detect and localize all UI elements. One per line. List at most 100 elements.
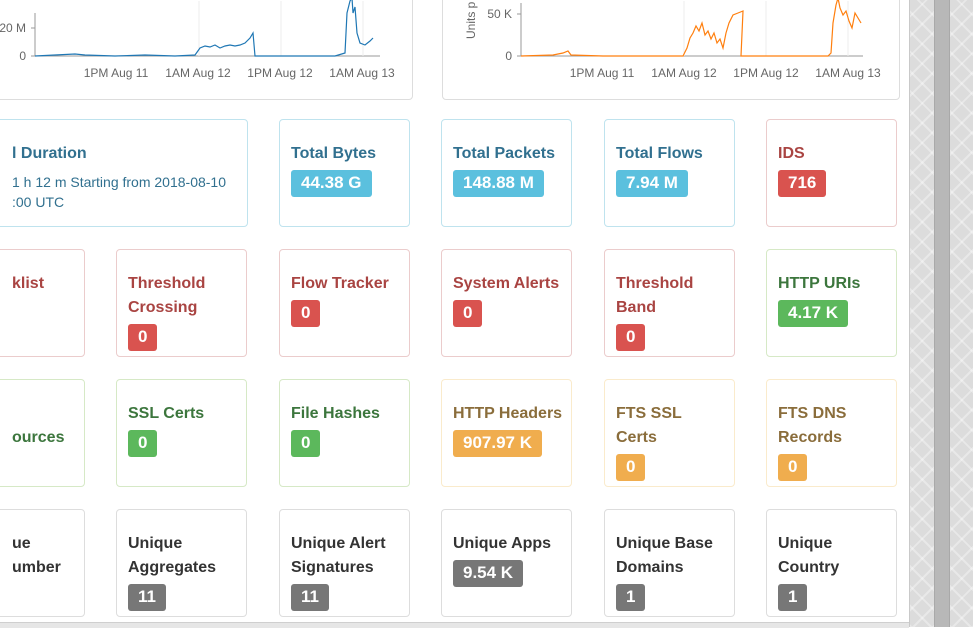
flow-tracker-card[interactable]: Flow Tracker 0	[279, 249, 410, 357]
bytes-series-line	[34, 0, 374, 57]
value-badge: 0	[291, 300, 321, 327]
units-series-line	[520, 0, 862, 57]
value-badge: 1	[778, 584, 808, 611]
units-chart-panel: Units p 50 K 0 1PM Aug 11 1AM Aug 12 1PM…	[442, 0, 900, 100]
threshold-band-card[interactable]: Threshold Band 0	[604, 249, 735, 357]
card-title: Domains	[616, 559, 684, 576]
unique-base-domains-card[interactable]: Unique Base Domains 1	[604, 509, 735, 617]
card-title: Flow Tracker	[291, 275, 389, 292]
y-tick: 0	[19, 49, 26, 63]
vertical-scrollbar[interactable]	[934, 0, 950, 627]
threshold-crossing-card[interactable]: Threshold Crossing 0	[116, 249, 247, 357]
value-badge: 907.97 K	[453, 430, 542, 457]
horizontal-scrollbar[interactable]	[0, 622, 909, 628]
card-title: HTTP URIs	[778, 275, 861, 292]
value-badge: 148.88 M	[453, 170, 544, 197]
unique-country-card[interactable]: Unique Country 1	[766, 509, 897, 617]
card-title: Total Bytes	[291, 145, 377, 162]
value-badge: 0	[778, 454, 808, 481]
ids-card[interactable]: IDS 716	[766, 119, 897, 227]
card-title: Crossing	[128, 299, 198, 316]
card-title: Total Flows	[616, 145, 703, 162]
value-badge: 0	[453, 300, 483, 327]
card-title: klist	[12, 275, 45, 292]
card-title: HTTP Headers	[453, 405, 563, 422]
value-badge: 11	[291, 584, 329, 611]
card-title: System Alerts	[453, 275, 560, 292]
unique-number-card[interactable]: ue umber	[0, 509, 85, 617]
value-badge: 0	[291, 430, 321, 457]
card-title: ources	[12, 429, 65, 446]
sources-card[interactable]: ources	[0, 379, 85, 487]
value-badge: 0	[616, 324, 646, 351]
card-title: Unique	[778, 535, 833, 552]
value-badge: 44.38 G	[291, 170, 372, 197]
blacklist-card[interactable]: klist	[0, 249, 85, 357]
total-bytes-card[interactable]: Total Bytes 44.38 G	[279, 119, 410, 227]
y-tick: 20 M	[0, 21, 26, 35]
total-duration-card[interactable]: l Duration 1 h 12 m Starting from 2018-0…	[0, 119, 248, 227]
card-title: IDS	[778, 145, 805, 162]
x-tick: 1PM Aug 12	[247, 66, 313, 80]
x-tick: 1PM Aug 11	[570, 66, 635, 80]
unique-apps-card[interactable]: Unique Apps 9.54 K	[441, 509, 572, 617]
window-background	[909, 0, 973, 627]
bytes-chart: 20 M 0 1PM Aug 11 1AM Aug 12 1PM Aug 12 …	[0, 0, 395, 80]
y-axis-label: Units p	[464, 1, 478, 39]
value-badge: 1	[616, 584, 646, 611]
unique-alert-signatures-card[interactable]: Unique Alert Signatures 11	[279, 509, 410, 617]
description-line: :00 UTC	[12, 194, 65, 210]
card-title: Band	[616, 299, 656, 316]
card-title: Certs	[616, 429, 657, 446]
http-headers-card[interactable]: HTTP Headers 907.97 K	[441, 379, 572, 487]
x-tick: 1AM Aug 12	[165, 66, 231, 80]
card-title: Aggregates	[128, 559, 217, 576]
value-badge: 716	[778, 170, 827, 197]
y-tick: 0	[505, 49, 512, 63]
card-title: SSL Certs	[128, 405, 205, 422]
total-packets-card[interactable]: Total Packets 148.88 M	[441, 119, 572, 227]
card-title: Country	[778, 559, 840, 576]
value-badge: 11	[128, 584, 166, 611]
description-line: 1 h 12 m Starting from 2018-08-10	[12, 174, 227, 190]
x-tick: 1PM Aug 12	[733, 66, 799, 80]
duration-description: 1 h 12 m Starting from 2018-08-10 :00 UT…	[0, 172, 247, 212]
value-badge: 4.17 K	[778, 300, 849, 327]
x-tick: 1AM Aug 12	[651, 66, 717, 80]
card-title: Threshold	[616, 275, 694, 292]
card-title: umber	[12, 559, 61, 576]
card-title: Threshold	[128, 275, 206, 292]
card-title: FTS DNS	[778, 405, 847, 422]
card-title	[0, 402, 84, 426]
value-badge: 0	[128, 430, 158, 457]
card-title: Unique Base	[616, 535, 713, 552]
value-badge: 9.54 K	[453, 560, 524, 587]
y-tick: 50 K	[487, 7, 512, 21]
card-title: ue	[12, 535, 31, 552]
card-title: Records	[778, 429, 843, 446]
card-title: Signatures	[291, 559, 374, 576]
fts-ssl-certs-card[interactable]: FTS SSL Certs 0	[604, 379, 735, 487]
ssl-certs-card[interactable]: SSL Certs 0	[116, 379, 247, 487]
card-title: File Hashes	[291, 405, 380, 422]
card-title: Total Packets	[453, 145, 555, 162]
value-badge: 0	[128, 324, 158, 351]
card-title: l Duration	[12, 145, 87, 162]
fts-dns-records-card[interactable]: FTS DNS Records 0	[766, 379, 897, 487]
card-title: FTS SSL	[616, 405, 682, 422]
units-chart: Units p 50 K 0 1PM Aug 11 1AM Aug 12 1PM…	[464, 0, 881, 80]
value-badge: 0	[616, 454, 646, 481]
x-tick: 1AM Aug 13	[329, 66, 395, 80]
file-hashes-card[interactable]: File Hashes 0	[279, 379, 410, 487]
system-alerts-card[interactable]: System Alerts 0	[441, 249, 572, 357]
card-title: Unique Alert	[291, 535, 386, 552]
x-tick: 1PM Aug 11	[84, 66, 149, 80]
http-uris-card[interactable]: HTTP URIs 4.17 K	[766, 249, 897, 357]
bytes-chart-panel: 20 M 0 1PM Aug 11 1AM Aug 12 1PM Aug 12 …	[0, 0, 413, 100]
unique-aggregates-card[interactable]: Unique Aggregates 11	[116, 509, 247, 617]
total-flows-card[interactable]: Total Flows 7.94 M	[604, 119, 735, 227]
value-badge: 7.94 M	[616, 170, 688, 197]
x-tick: 1AM Aug 13	[815, 66, 881, 80]
card-title: Unique Apps	[453, 535, 552, 552]
card-title: Unique	[128, 535, 183, 552]
